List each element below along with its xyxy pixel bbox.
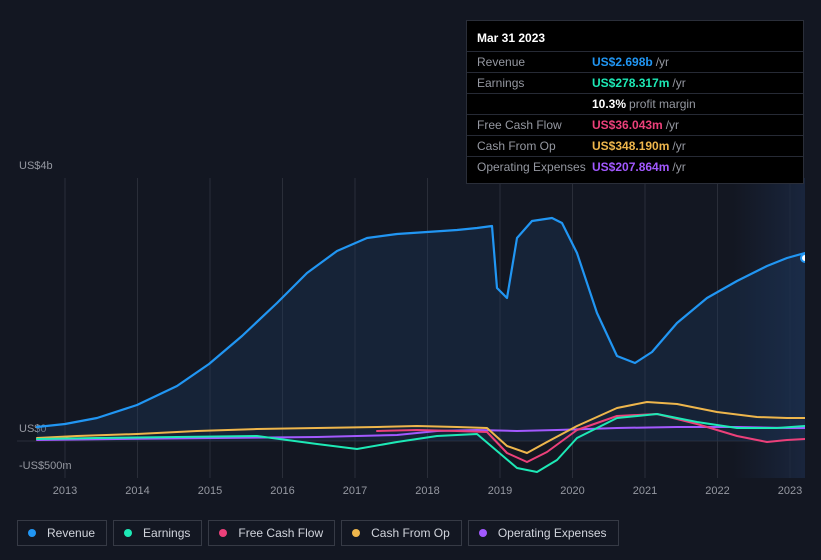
x-axis-label: 2018 bbox=[415, 485, 439, 497]
legend-label: Revenue bbox=[47, 526, 95, 540]
x-axis-label: 2015 bbox=[198, 485, 222, 497]
tooltip-metric-suffix: /yr bbox=[672, 139, 685, 153]
tooltip-metric-suffix: /yr bbox=[672, 160, 685, 174]
x-axis-label: 2014 bbox=[125, 485, 149, 497]
legend-label: Operating Expenses bbox=[498, 526, 607, 540]
tooltip-metric-value: 10.3% bbox=[592, 97, 626, 111]
tooltip-metric-label: Free Cash Flow bbox=[477, 118, 592, 132]
x-axis-label: 2023 bbox=[778, 485, 802, 497]
legend-swatch bbox=[219, 529, 227, 537]
tooltip-metric-label: Revenue bbox=[477, 55, 592, 69]
tooltip-metric-label: Cash From Op bbox=[477, 139, 592, 153]
x-axis-label: 2013 bbox=[53, 485, 77, 497]
legend-swatch bbox=[352, 529, 360, 537]
tooltip-metric-label: Operating Expenses bbox=[477, 160, 592, 174]
financial-chart[interactable] bbox=[17, 178, 805, 478]
legend-item[interactable]: Revenue bbox=[17, 520, 107, 546]
legend-label: Earnings bbox=[143, 526, 190, 540]
tooltip-row: Cash From OpUS$348.190m/yr bbox=[467, 135, 803, 156]
chart-legend: Revenue Earnings Free Cash Flow Cash From O… bbox=[17, 520, 619, 546]
legend-swatch bbox=[479, 529, 487, 537]
tooltip-metric-suffix: profit margin bbox=[629, 97, 696, 111]
tooltip-date: Mar 31 2023 bbox=[467, 27, 803, 51]
tooltip-row: Operating ExpensesUS$207.864m/yr bbox=[467, 156, 803, 177]
x-axis: 2013 2014 2015 2016 2017 2018 2019 2020 2021 2022… bbox=[17, 485, 805, 505]
tooltip-metric-suffix: /yr bbox=[666, 118, 679, 132]
legend-item[interactable]: Earnings bbox=[113, 520, 202, 546]
chart-container: US$4bUS$0-US$500m 2013201420152016201720… bbox=[17, 160, 805, 540]
tooltip-metric-suffix: /yr bbox=[672, 76, 685, 90]
legend-swatch bbox=[124, 529, 132, 537]
legend-item[interactable]: Operating Expenses bbox=[468, 520, 619, 546]
tooltip-row: 10.3%profit margin bbox=[467, 93, 803, 114]
x-axis-label: 2020 bbox=[560, 485, 584, 497]
legend-label: Free Cash Flow bbox=[238, 526, 323, 540]
x-axis-label: 2019 bbox=[488, 485, 512, 497]
legend-item[interactable]: Cash From Op bbox=[341, 520, 462, 546]
tooltip-metric-label: Earnings bbox=[477, 76, 592, 90]
highlight-marker bbox=[801, 254, 805, 262]
x-axis-label: 2022 bbox=[705, 485, 729, 497]
tooltip-row: RevenueUS$2.698b/yr bbox=[467, 51, 803, 72]
legend-label: Cash From Op bbox=[371, 526, 450, 540]
legend-swatch bbox=[28, 529, 36, 537]
x-axis-label: 2017 bbox=[343, 485, 367, 497]
tooltip-row: EarningsUS$278.317m/yr bbox=[467, 72, 803, 93]
tooltip-metric-suffix: /yr bbox=[656, 55, 669, 69]
legend-item[interactable]: Free Cash Flow bbox=[208, 520, 335, 546]
tooltip-metric-value: US$278.317m bbox=[592, 76, 669, 90]
tooltip-metric-value: US$348.190m bbox=[592, 139, 669, 153]
tooltip-metric-value: US$2.698b bbox=[592, 55, 653, 69]
tooltip-metric-value: US$207.864m bbox=[592, 160, 669, 174]
x-axis-label: 2021 bbox=[633, 485, 657, 497]
tooltip-panel: Mar 31 2023 RevenueUS$2.698b/yrEarningsU… bbox=[466, 20, 804, 184]
tooltip-metric-value: US$36.043m bbox=[592, 118, 663, 132]
x-axis-label: 2016 bbox=[270, 485, 294, 497]
tooltip-row: Free Cash FlowUS$36.043m/yr bbox=[467, 114, 803, 135]
